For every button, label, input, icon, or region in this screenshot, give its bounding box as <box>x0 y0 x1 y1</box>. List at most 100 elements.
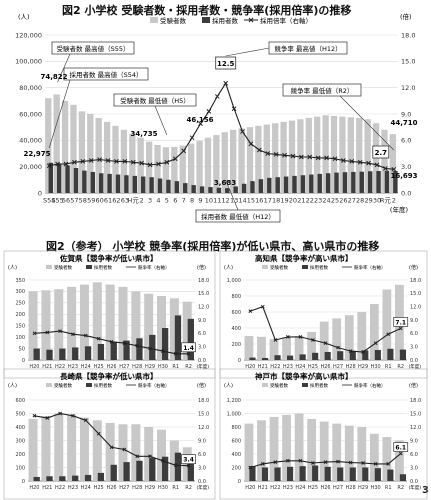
legend-label: 競争率（右軸） <box>354 382 386 389</box>
ratio-point <box>83 333 88 338</box>
bar-applicants <box>131 291 141 360</box>
bar-hires <box>362 467 369 481</box>
x-tick-label: R1 <box>172 485 179 491</box>
bar-applicants <box>87 114 94 193</box>
panel-title: 高知県【競争率が高い県市】 <box>255 253 353 263</box>
ratio-point <box>88 158 94 163</box>
ratio-point <box>58 411 62 416</box>
legend-swatch <box>86 265 92 269</box>
left-unit-label: (人) <box>224 383 233 389</box>
ratio-point <box>122 341 127 345</box>
leader-line <box>48 79 71 149</box>
x-tick-label: 12 <box>222 197 230 205</box>
ratio-point <box>231 106 237 112</box>
y2-tick-label: 3.0 <box>198 344 206 350</box>
x-tick-label: 17 <box>264 197 272 205</box>
bar-hires <box>136 338 143 360</box>
ratio-point <box>298 458 303 463</box>
ratio-point <box>248 141 254 147</box>
ratio-point <box>135 454 140 459</box>
ratio-point <box>373 341 378 345</box>
y-tick-label: 1,000 <box>227 278 241 284</box>
bar-hires <box>325 173 331 193</box>
ratio-point <box>223 80 229 86</box>
x-tick-label: H21 <box>258 364 268 370</box>
panel-frame <box>3 250 216 379</box>
bar-hires <box>309 174 314 193</box>
leader-line <box>225 179 239 211</box>
x-tick-label: H25 <box>308 364 318 370</box>
bar-hires <box>292 175 297 193</box>
ratio-point <box>323 460 328 464</box>
bar-hires <box>73 167 79 193</box>
bar-applicants <box>263 124 270 193</box>
bar-hires <box>376 171 381 193</box>
bar-applicants <box>28 291 38 360</box>
x-tick-label: R1 <box>172 364 179 370</box>
data-label: 16,693 <box>390 172 417 180</box>
y2-tick-label: 12.0 <box>401 84 415 92</box>
panel-frame <box>219 250 428 379</box>
x-tick-label: 63 <box>121 197 129 205</box>
x-tick-label: R1 <box>385 485 392 491</box>
bar-applicants <box>381 129 388 193</box>
x-tick-label: H21 <box>42 485 52 491</box>
y2-tick-label: 0.0 <box>410 358 418 364</box>
bar-applicants <box>319 421 329 481</box>
bar-hires <box>72 347 79 360</box>
x-tick-label: H29 <box>358 364 368 370</box>
label-box <box>372 145 390 159</box>
bar-hires <box>399 474 406 481</box>
ratio-line <box>49 82 394 170</box>
x-tick-label: H23 <box>283 485 293 491</box>
legend-label: 採用者数 <box>94 264 112 271</box>
ratio-point <box>361 461 365 465</box>
bar-hires <box>337 467 344 481</box>
ratio-point <box>97 157 102 162</box>
y-tick-label: 300 <box>15 438 25 444</box>
x-tick-label: H23 <box>283 364 293 370</box>
y2-tick-label: 0.0 <box>410 479 418 485</box>
bar-hires <box>149 177 154 193</box>
bar-hires <box>359 171 364 193</box>
x-tick-label: H21 <box>258 485 268 491</box>
bar-applicants <box>105 422 115 481</box>
ratio-point <box>361 350 365 354</box>
bar-applicants <box>282 337 291 360</box>
x-tick-label: H23 <box>68 364 78 370</box>
bar-applicants <box>169 298 179 360</box>
ratio-point <box>290 153 296 159</box>
ratio-point <box>46 163 52 169</box>
bar-hires <box>374 350 381 360</box>
bar-hires <box>208 187 213 193</box>
x-tick-label: 58 <box>79 197 87 205</box>
ratio-point <box>357 159 363 165</box>
x-tick-label: H24 <box>81 485 91 491</box>
bar-applicants <box>103 121 111 193</box>
bar-hires <box>317 173 322 193</box>
bar-applicants <box>269 339 279 360</box>
annotation-text: 受験者数 最低値（H5） <box>120 96 190 105</box>
left-unit-label: (人) <box>8 383 17 389</box>
y-tick-label: 200 <box>15 312 25 318</box>
ratio-point <box>286 458 290 463</box>
bar-hires <box>33 348 40 360</box>
ratio-point <box>282 152 287 158</box>
y-tick-label: 250 <box>15 301 25 307</box>
label-box <box>181 454 196 465</box>
ratio-point <box>114 159 119 164</box>
x-tick-label: 15 <box>247 197 255 205</box>
ratio-point <box>71 413 75 418</box>
ratio-point <box>80 159 86 164</box>
legend-label: 採用倍率（右軸） <box>260 16 312 25</box>
x-tick-label: 60 <box>95 197 103 205</box>
ratio-point <box>71 332 75 337</box>
x-tick-label: S54 <box>43 197 55 205</box>
x-tick-label: H24 <box>295 485 305 491</box>
y-tick-label: 1,000 <box>227 411 241 417</box>
legend-label: 受験者数 <box>270 264 288 271</box>
bar-applicants <box>95 117 102 193</box>
bar-hires <box>216 187 222 193</box>
legend-label: 採用者数 <box>94 382 112 389</box>
bar-hires <box>149 458 156 481</box>
